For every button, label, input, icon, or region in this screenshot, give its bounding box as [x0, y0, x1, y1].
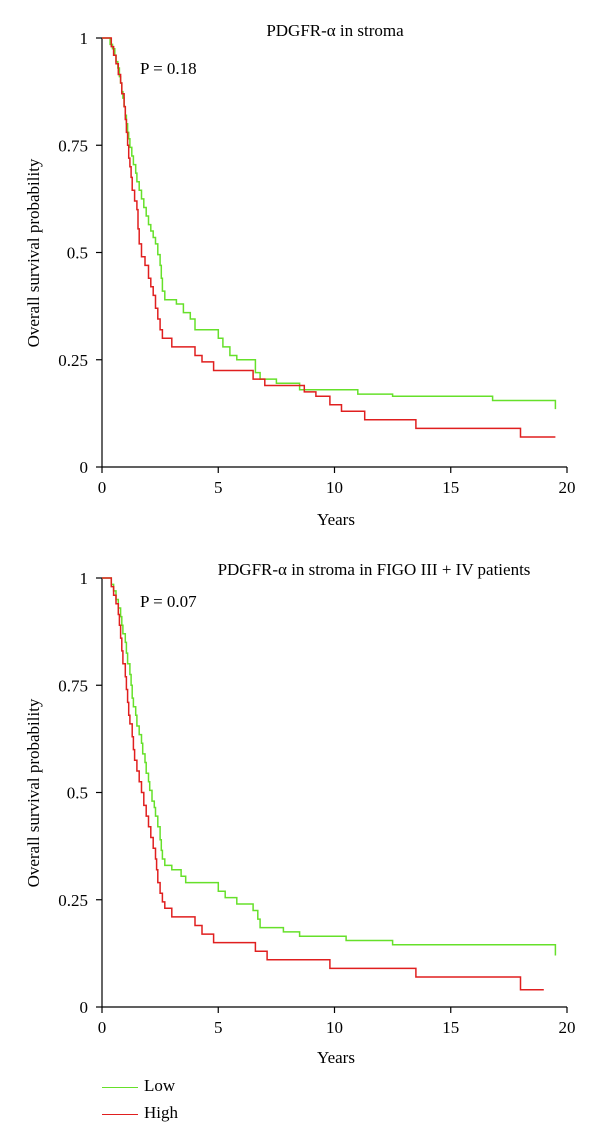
legend-label-low: Low [144, 1076, 176, 1095]
survival-curve-high [102, 577, 544, 991]
x-axis-label: Years [317, 1048, 355, 1067]
x-tick-label: 15 [442, 1018, 459, 1037]
y-tick-label: 0.5 [67, 244, 88, 263]
y-axis-label: Overall survival probability [24, 698, 43, 887]
y-tick-label: 1 [80, 569, 89, 588]
chart-panel-2: PDGFR-α in stroma in FIGO III + IV patie… [24, 560, 576, 1067]
y-axis-label: Overall survival probability [24, 158, 43, 347]
chart-title: PDGFR-α in stroma in FIGO III + IV patie… [218, 560, 531, 579]
y-tick-label: 1 [80, 29, 89, 48]
x-tick-label: 5 [214, 1018, 223, 1037]
y-tick-label: 0.25 [58, 891, 88, 910]
tick-group: 0 5 10 15 20 0 0.25 0.5 0.75 1 [58, 29, 575, 497]
x-tick-label: 10 [326, 1018, 343, 1037]
y-tick-label: 0.5 [67, 784, 88, 803]
x-tick-label: 10 [326, 478, 343, 497]
tick-group: 0 5 10 15 20 0 0.25 0.5 0.75 1 [58, 569, 575, 1037]
y-tick-label: 0.75 [58, 676, 88, 695]
y-tick-label: 0.75 [58, 136, 88, 155]
x-tick-label: 0 [98, 1018, 107, 1037]
x-tick-label: 15 [442, 478, 459, 497]
survival-curve-low [102, 577, 557, 956]
x-axis-label: Years [317, 510, 355, 529]
y-tick-label: 0 [80, 458, 89, 477]
x-tick-label: 20 [559, 478, 576, 497]
curve-group [102, 577, 557, 991]
p-value-label: P = 0.07 [140, 592, 197, 611]
y-tick-label: 0 [80, 998, 89, 1017]
survival-curve-low [102, 37, 557, 410]
legend-label-high: High [144, 1103, 178, 1122]
chart-panel-1: PDGFR-α in stroma P = 0.18 Overall survi… [24, 21, 576, 529]
legend-swatch-low [102, 1087, 138, 1088]
y-tick-label: 0.25 [58, 351, 88, 370]
legend-swatch-high [102, 1114, 138, 1115]
x-tick-label: 20 [559, 1018, 576, 1037]
survival-curve-high [102, 37, 556, 438]
chart-title: PDGFR-α in stroma [266, 21, 404, 40]
curve-group [102, 37, 557, 438]
x-tick-label: 0 [98, 478, 107, 497]
p-value-label: P = 0.18 [140, 59, 197, 78]
x-tick-label: 5 [214, 478, 223, 497]
